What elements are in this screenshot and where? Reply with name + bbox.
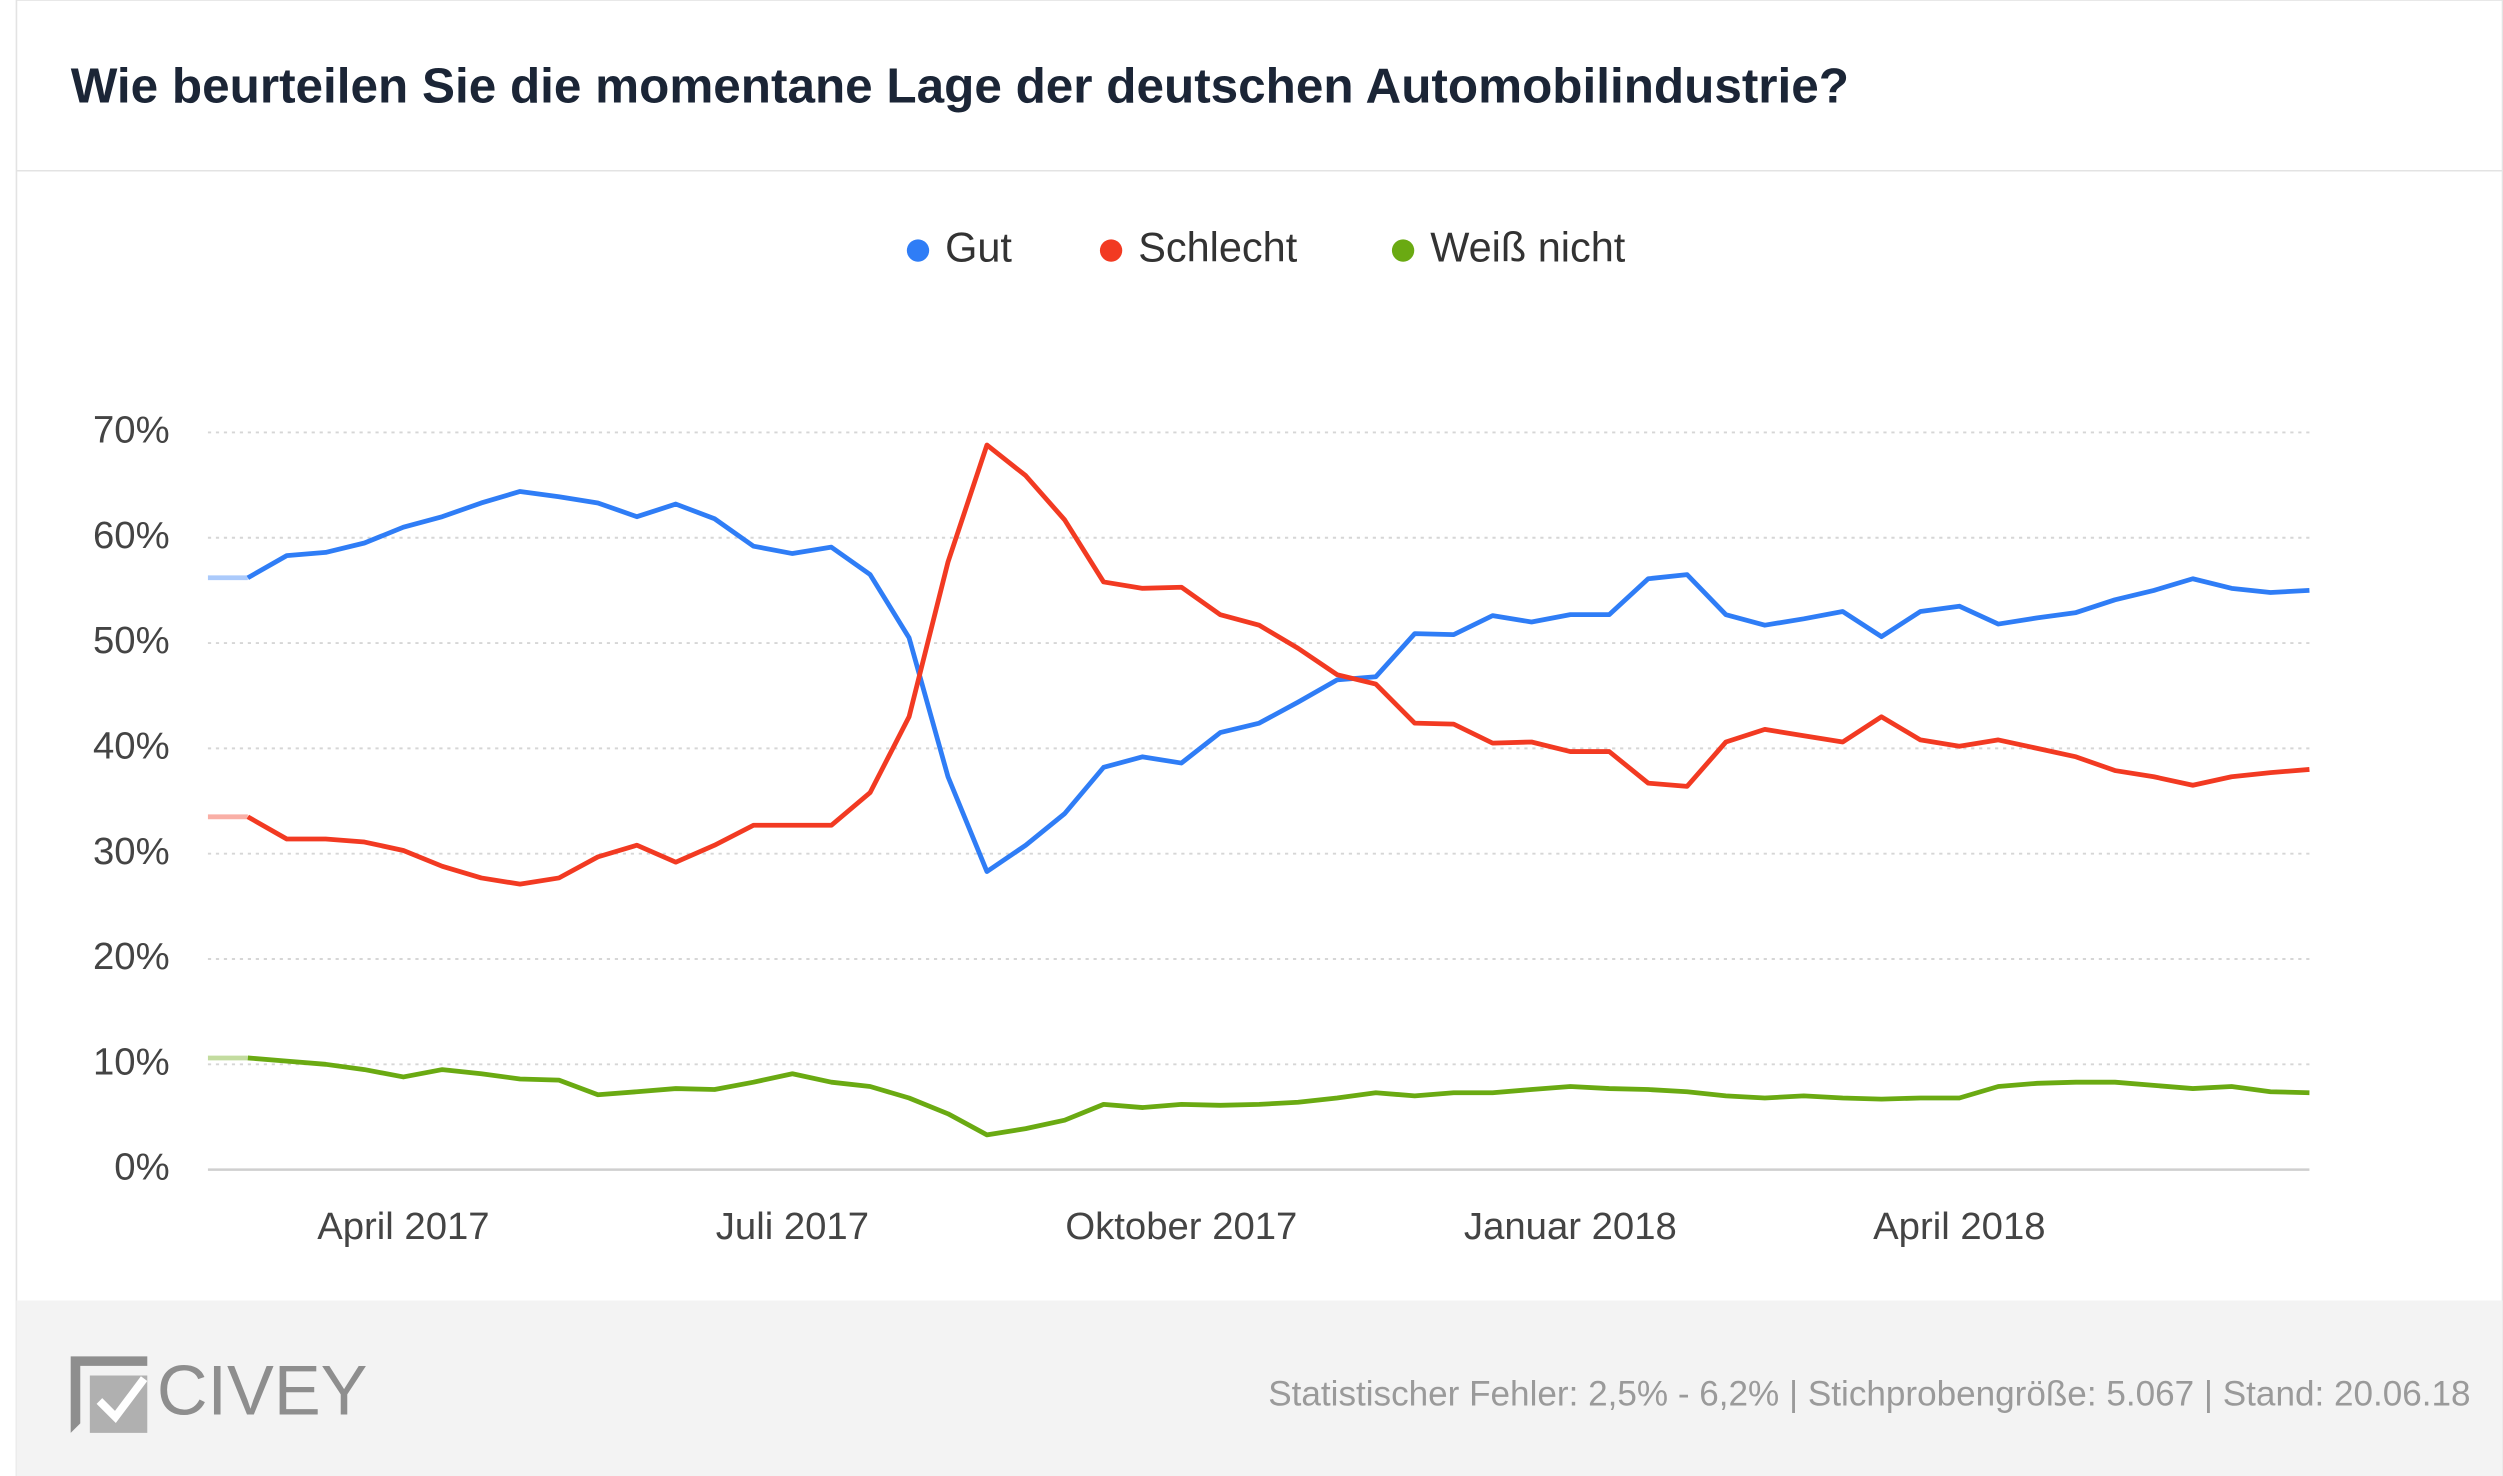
y-tick-label: 70% <box>93 409 170 452</box>
y-tick-label: 30% <box>93 830 170 873</box>
x-tick-label: Januar 2018 <box>1464 1205 1677 1248</box>
y-tick-label: 20% <box>93 935 170 978</box>
x-tick-label: April 2018 <box>1873 1205 2045 1248</box>
y-tick-label: 50% <box>93 619 170 662</box>
y-tick-label: 10% <box>93 1040 170 1083</box>
y-tick-label: 60% <box>93 514 170 557</box>
logo-icon <box>70 1356 148 1433</box>
series-line <box>246 442 2310 887</box>
legend-marker <box>906 239 930 262</box>
legend-marker <box>1099 239 1123 262</box>
legend-marker <box>1391 239 1415 262</box>
legend-label: Schlecht <box>1138 223 1298 270</box>
series-line <box>246 489 2310 874</box>
series-line <box>247 1055 2310 1138</box>
x-tick-label: Juli 2017 <box>716 1205 869 1248</box>
y-tick-label: 0% <box>114 1146 169 1189</box>
x-tick-label: Oktober 2017 <box>1065 1205 1297 1248</box>
legend-label: Gut <box>945 223 1012 270</box>
frame <box>15 0 2503 1476</box>
footer-text: Statistischer Fehler: 2,5% - 6,2% | Stic… <box>1268 1374 2470 1413</box>
chart-title: Wie beurteilen Sie die momentane Lage de… <box>71 58 1849 113</box>
footer-band <box>16 1300 2503 1476</box>
y-tick-label: 40% <box>93 724 170 767</box>
legend-label: Weiß nicht <box>1430 223 1626 270</box>
logo-text: CIVEY <box>157 1351 368 1430</box>
x-tick-label: April 2017 <box>317 1205 489 1248</box>
